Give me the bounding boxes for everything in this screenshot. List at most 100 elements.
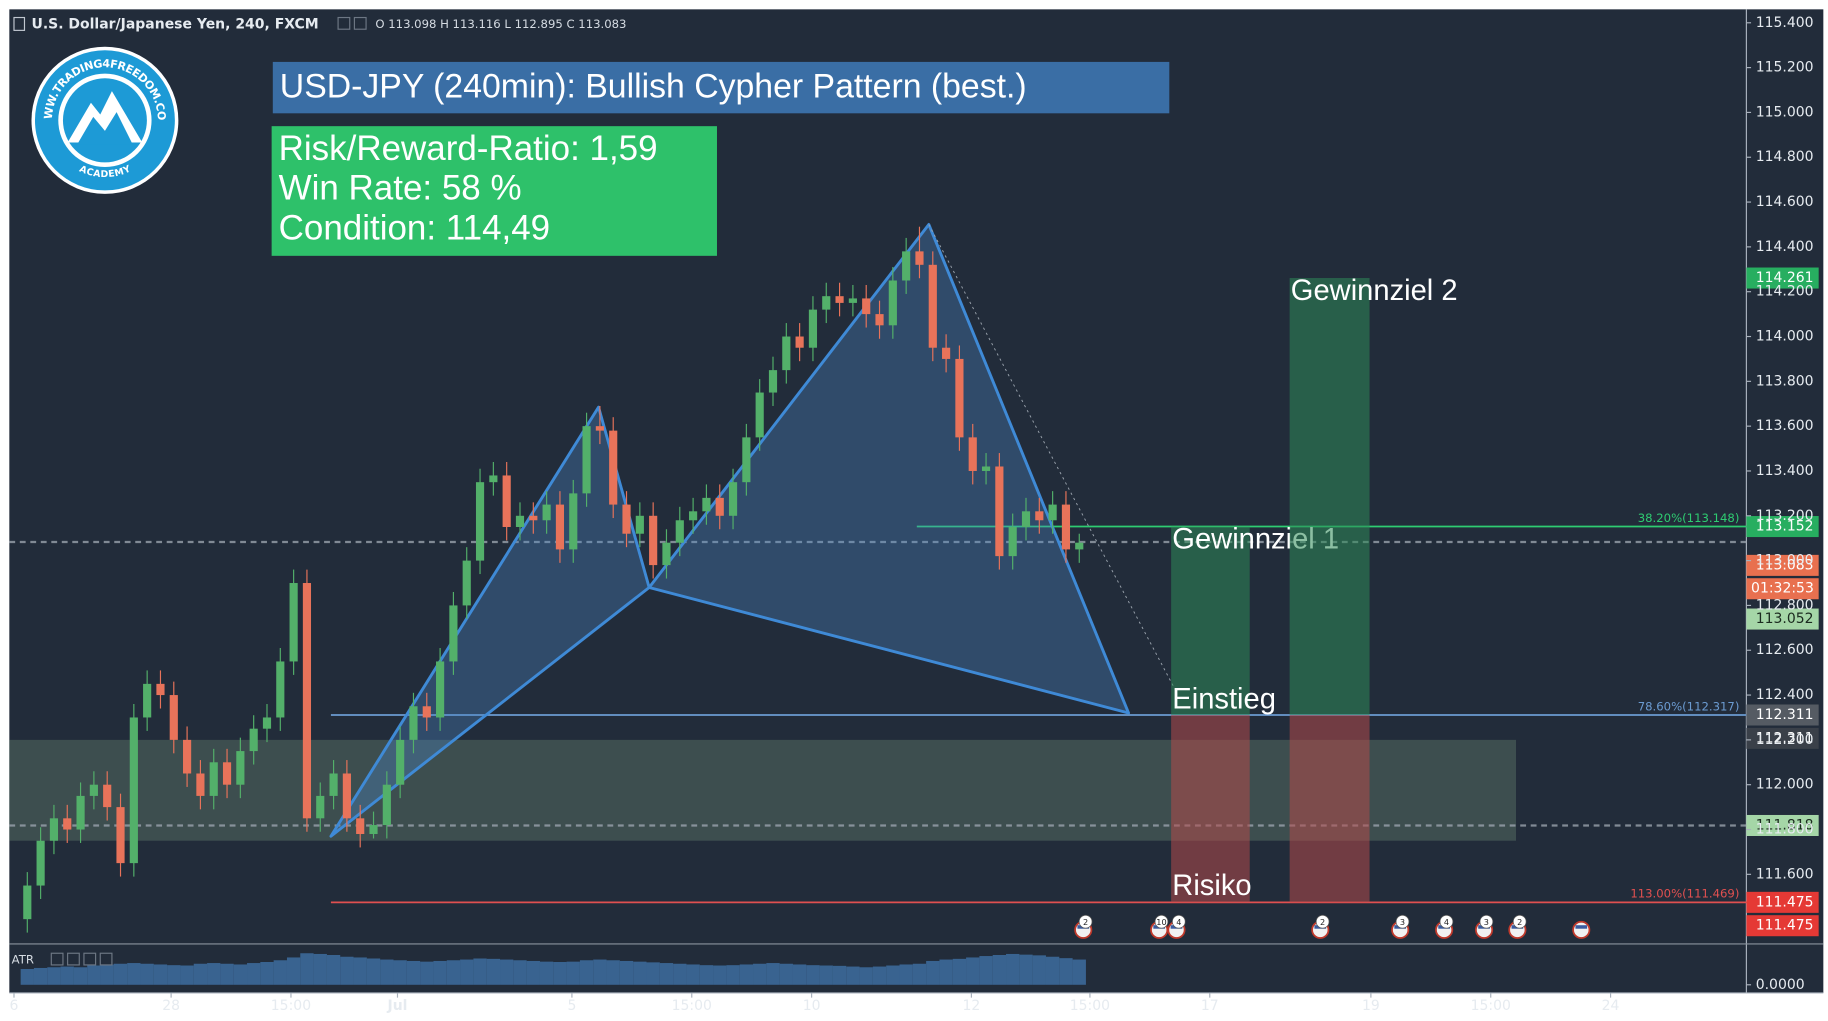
toolbar-icon[interactable] (99, 952, 113, 966)
stop-label: Risiko (1172, 870, 1251, 902)
atr-toolbar (50, 952, 113, 966)
atr-bar (47, 967, 61, 985)
candle-body (276, 661, 285, 718)
x-tick-label: 24 (1602, 998, 1620, 1014)
candle-body (49, 818, 59, 841)
candle-body (808, 309, 818, 348)
toolbar-icon[interactable] (83, 952, 97, 966)
candle-body (196, 773, 205, 796)
event-count: 3 (1484, 917, 1489, 927)
collapse-icon[interactable] (13, 16, 26, 31)
candle-body (942, 347, 951, 359)
candle-body (542, 504, 551, 521)
atr-bar (779, 963, 793, 985)
stop-box (1289, 715, 1370, 903)
candle-body (103, 784, 112, 808)
info-box (271, 126, 717, 256)
atr-bar (100, 964, 114, 985)
title-box (272, 61, 1170, 114)
atr-bar (526, 960, 540, 985)
candle-body (529, 515, 538, 521)
atr-bar (127, 963, 141, 985)
candle-body (742, 437, 751, 483)
atr-bar (140, 963, 154, 985)
symbol-title[interactable]: U.S. Dollar/Japanese Yen, 240, FXCM (31, 17, 318, 33)
header-icon[interactable] (337, 16, 351, 30)
atr-bar (513, 960, 527, 985)
atr-bar (420, 961, 434, 985)
atr-bar (846, 966, 860, 985)
atr-bar (579, 960, 594, 985)
y-tick-label: 112.600 (1756, 642, 1814, 658)
atr-bar (646, 962, 660, 985)
toolbar-icon[interactable] (67, 952, 80, 966)
atr-bar (500, 959, 514, 985)
atr-bar (260, 962, 274, 985)
atr-bar (433, 960, 447, 985)
price-label-bg (1746, 608, 1819, 630)
atr-bar (539, 961, 554, 985)
candle-body (848, 298, 857, 303)
candle-body (635, 515, 644, 534)
candle-body (236, 751, 245, 785)
header-icon[interactable] (353, 16, 367, 30)
price-label-bg (1746, 554, 1819, 576)
y-tick-label: 113.800 (1756, 373, 1814, 389)
price-label: 111.475 (1756, 918, 1814, 934)
atr-bar (699, 965, 714, 985)
x-tick-label: 5 (567, 998, 576, 1014)
atr-bar (593, 959, 607, 985)
candle-body (955, 358, 964, 438)
info-line: Win Rate: 58 % (279, 169, 522, 208)
y-tick-label: 114.600 (1756, 194, 1814, 210)
atr-bar (326, 954, 341, 985)
candle-body (249, 728, 258, 752)
price-label: 113.052 (1756, 611, 1814, 627)
price-label-bg (1746, 516, 1819, 538)
atr-bar (992, 954, 1007, 985)
candle-body (755, 392, 764, 438)
price-label-bg (1746, 915, 1819, 937)
x-tick-label: 15:00 (672, 998, 712, 1014)
candle-body (675, 520, 684, 543)
countdown-bg (1746, 578, 1819, 600)
atr-bar (247, 963, 261, 985)
price-label-bg (1746, 891, 1819, 913)
atr-bar (726, 965, 740, 985)
event-count: 4 (1444, 917, 1449, 927)
candle-body (822, 296, 831, 310)
candle-body (609, 430, 618, 505)
x-tick-label: 19 (1362, 998, 1380, 1014)
x-tick-label: 6 (10, 998, 19, 1014)
price-label: 113.083 (1756, 557, 1814, 573)
target-label: Gewinnziel 2 (1291, 275, 1458, 307)
atr-bar (832, 965, 847, 985)
candle-body (356, 818, 365, 834)
atr-bar (633, 961, 647, 985)
atr-bar (473, 958, 487, 985)
price-label: 111.475 (1756, 894, 1814, 910)
event-badge (1172, 914, 1186, 929)
candle-body (1035, 511, 1044, 521)
atr-bar (739, 964, 754, 985)
candle-body (928, 264, 937, 348)
price-label: 111.818 (1756, 817, 1814, 833)
event-badge (1315, 914, 1330, 929)
atr-bar (193, 963, 208, 985)
atr-bar (806, 965, 820, 985)
candle-body (915, 251, 924, 265)
candle-body (222, 762, 232, 785)
logo-bottom-text: ACADEMY (78, 163, 133, 180)
price-label: 112.311 (1756, 730, 1814, 746)
atr-bar (153, 964, 168, 985)
x-tick-label: 17 (1201, 998, 1219, 1014)
toolbar-icon[interactable] (50, 952, 64, 966)
candle-body (89, 784, 98, 796)
atr-bar (60, 966, 74, 985)
atr-bar (566, 961, 580, 985)
candle-body (409, 706, 418, 740)
atr-bar (686, 964, 700, 985)
price-label: 112.311 (1756, 707, 1814, 723)
y-tick-label: 112.000 (1756, 777, 1814, 793)
